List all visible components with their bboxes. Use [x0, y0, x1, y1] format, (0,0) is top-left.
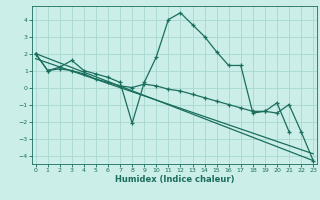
- X-axis label: Humidex (Indice chaleur): Humidex (Indice chaleur): [115, 175, 234, 184]
